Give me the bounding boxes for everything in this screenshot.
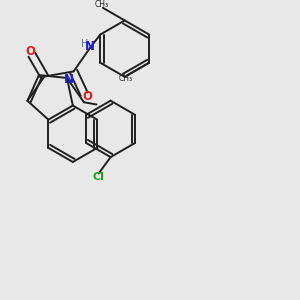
Text: CH₃: CH₃ [119, 74, 133, 83]
Text: N: N [85, 40, 95, 53]
Text: Cl: Cl [93, 172, 105, 182]
Text: H: H [81, 39, 88, 49]
Text: O: O [26, 45, 35, 58]
Text: N: N [63, 73, 74, 86]
Text: CH₃: CH₃ [94, 0, 109, 9]
Text: O: O [82, 90, 92, 103]
